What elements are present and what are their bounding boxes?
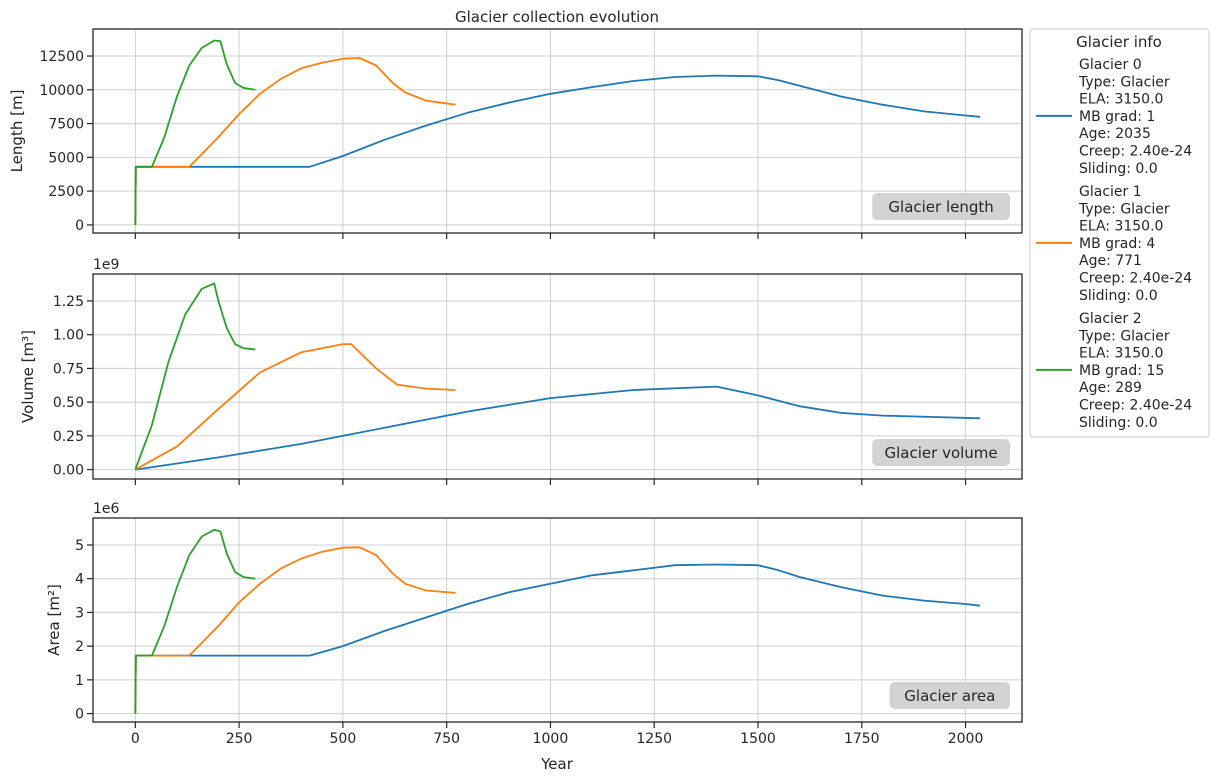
x-tick-label: 2000 — [948, 731, 984, 747]
series-line-glacier-1 — [134, 343, 456, 471]
annotation-box — [872, 193, 1010, 220]
legend-entry-text: Age: 289 — [1079, 380, 1142, 396]
chart-title: Glacier collection evolution — [455, 8, 659, 26]
x-axis-label: Year — [540, 755, 574, 773]
y-tick-label: 3 — [75, 605, 84, 621]
axis-multiplier: 1e9 — [93, 257, 119, 273]
x-tick-label: 1500 — [740, 731, 776, 747]
y-tick-label: 2 — [75, 639, 84, 655]
y-axis-label: Length [m] — [8, 90, 26, 173]
y-tick-label: 1 — [75, 673, 84, 689]
series-line-glacier-0 — [134, 563, 981, 714]
legend-entry-text: Type: Glacier — [1078, 74, 1170, 90]
series-line-glacier-0 — [135, 385, 981, 471]
legend-entry-text: MB grad: 1 — [1079, 109, 1155, 125]
x-tick-label: 500 — [330, 731, 357, 747]
x-tick-label: 1750 — [844, 731, 880, 747]
legend-entry-text: Age: 771 — [1079, 253, 1142, 269]
legend-entry-text: Sliding: 0.0 — [1079, 288, 1158, 304]
legend-entry-text: Type: Glacier — [1078, 201, 1170, 217]
y-tick-label: 0.00 — [53, 463, 84, 479]
x-tick-label: 1250 — [636, 731, 672, 747]
legend-entry-text: Glacier 2 — [1079, 311, 1142, 327]
legend-entry-text: ELA: 3150.0 — [1079, 219, 1163, 235]
y-tick-label: 1.00 — [53, 328, 84, 344]
y-tick-label: 0 — [75, 218, 84, 234]
y-axis-label: Area [m²] — [45, 584, 63, 656]
panel-annotation: Glacier area — [904, 687, 995, 705]
panel-annotation: Glacier length — [888, 198, 993, 216]
axis-multiplier: 1e6 — [93, 501, 120, 517]
annotation-box — [872, 439, 1010, 466]
series-line-glacier-2 — [134, 282, 256, 470]
y-tick-label: 10000 — [39, 83, 84, 99]
legend-entry-text: Glacier 1 — [1079, 184, 1142, 200]
y-tick-label: 1.25 — [53, 294, 84, 310]
y-tick-label: 12500 — [39, 49, 84, 65]
legend-entry-text: Creep: 2.40e-24 — [1079, 398, 1192, 414]
series-line-glacier-1 — [134, 546, 456, 714]
panel-0: 0 2500 5000 7500 10000 12500 Length [m] Glacier… — [8, 28, 1023, 239]
series-line-glacier-1 — [134, 57, 456, 225]
y-tick-label: 0 — [75, 707, 84, 723]
panel-annotation: Glacier volume — [885, 444, 998, 462]
legend-entry-text: Type: Glacier — [1078, 328, 1170, 344]
axes-frame — [92, 273, 1023, 480]
x-tick-label: 250 — [226, 731, 253, 747]
panel-1: 0.00 0.25 0.50 0.75 1.00 1.25 1e9 Volume [m³] Gl… — [19, 257, 1023, 485]
legend-entry-text: Creep: 2.40e-24 — [1079, 271, 1192, 287]
legend-entry-text: Creep: 2.40e-24 — [1079, 144, 1192, 160]
y-tick-label: 5 — [75, 538, 84, 554]
legend-entry-text: Glacier 0 — [1079, 57, 1142, 73]
axes-frame — [92, 28, 1023, 234]
y-axis-label: Volume [m³] — [19, 330, 37, 423]
series-line-glacier-2 — [134, 528, 256, 714]
y-tick-label: 0.50 — [53, 395, 84, 411]
legend-entry-text: MB grad: 4 — [1079, 236, 1155, 252]
x-tick-label: 1000 — [533, 731, 569, 747]
legend-entry-text: ELA: 3150.0 — [1079, 346, 1163, 362]
legend-entry-text: Sliding: 0.0 — [1079, 161, 1158, 177]
y-tick-label: 5000 — [48, 150, 84, 166]
axes-frame — [92, 517, 1023, 723]
x-tick-label: 0 — [131, 731, 140, 747]
legend-box — [1029, 28, 1210, 438]
panel-2: 0 250 500 750 1000 1250 1500 1750 2000 0 1 2 3 4 5 1e6 A… — [45, 501, 1023, 747]
series-line-glacier-2 — [134, 39, 256, 225]
legend-entry-text: MB grad: 15 — [1079, 363, 1164, 379]
y-tick-label: 7500 — [48, 117, 84, 133]
x-tick-label: 750 — [433, 731, 460, 747]
y-tick-label: 0.75 — [53, 361, 84, 377]
legend-entry-text: ELA: 3150.0 — [1079, 92, 1163, 108]
annotation-box — [889, 682, 1010, 709]
y-tick-label: 0.25 — [53, 429, 84, 445]
y-tick-label: 4 — [75, 572, 84, 588]
legend-entry-text: Age: 2035 — [1079, 126, 1151, 142]
y-tick-label: 2500 — [48, 184, 84, 200]
legend-entry-text: Sliding: 0.0 — [1079, 415, 1158, 431]
series-line-glacier-0 — [134, 74, 981, 225]
legend-title: Glacier info — [1076, 33, 1162, 51]
